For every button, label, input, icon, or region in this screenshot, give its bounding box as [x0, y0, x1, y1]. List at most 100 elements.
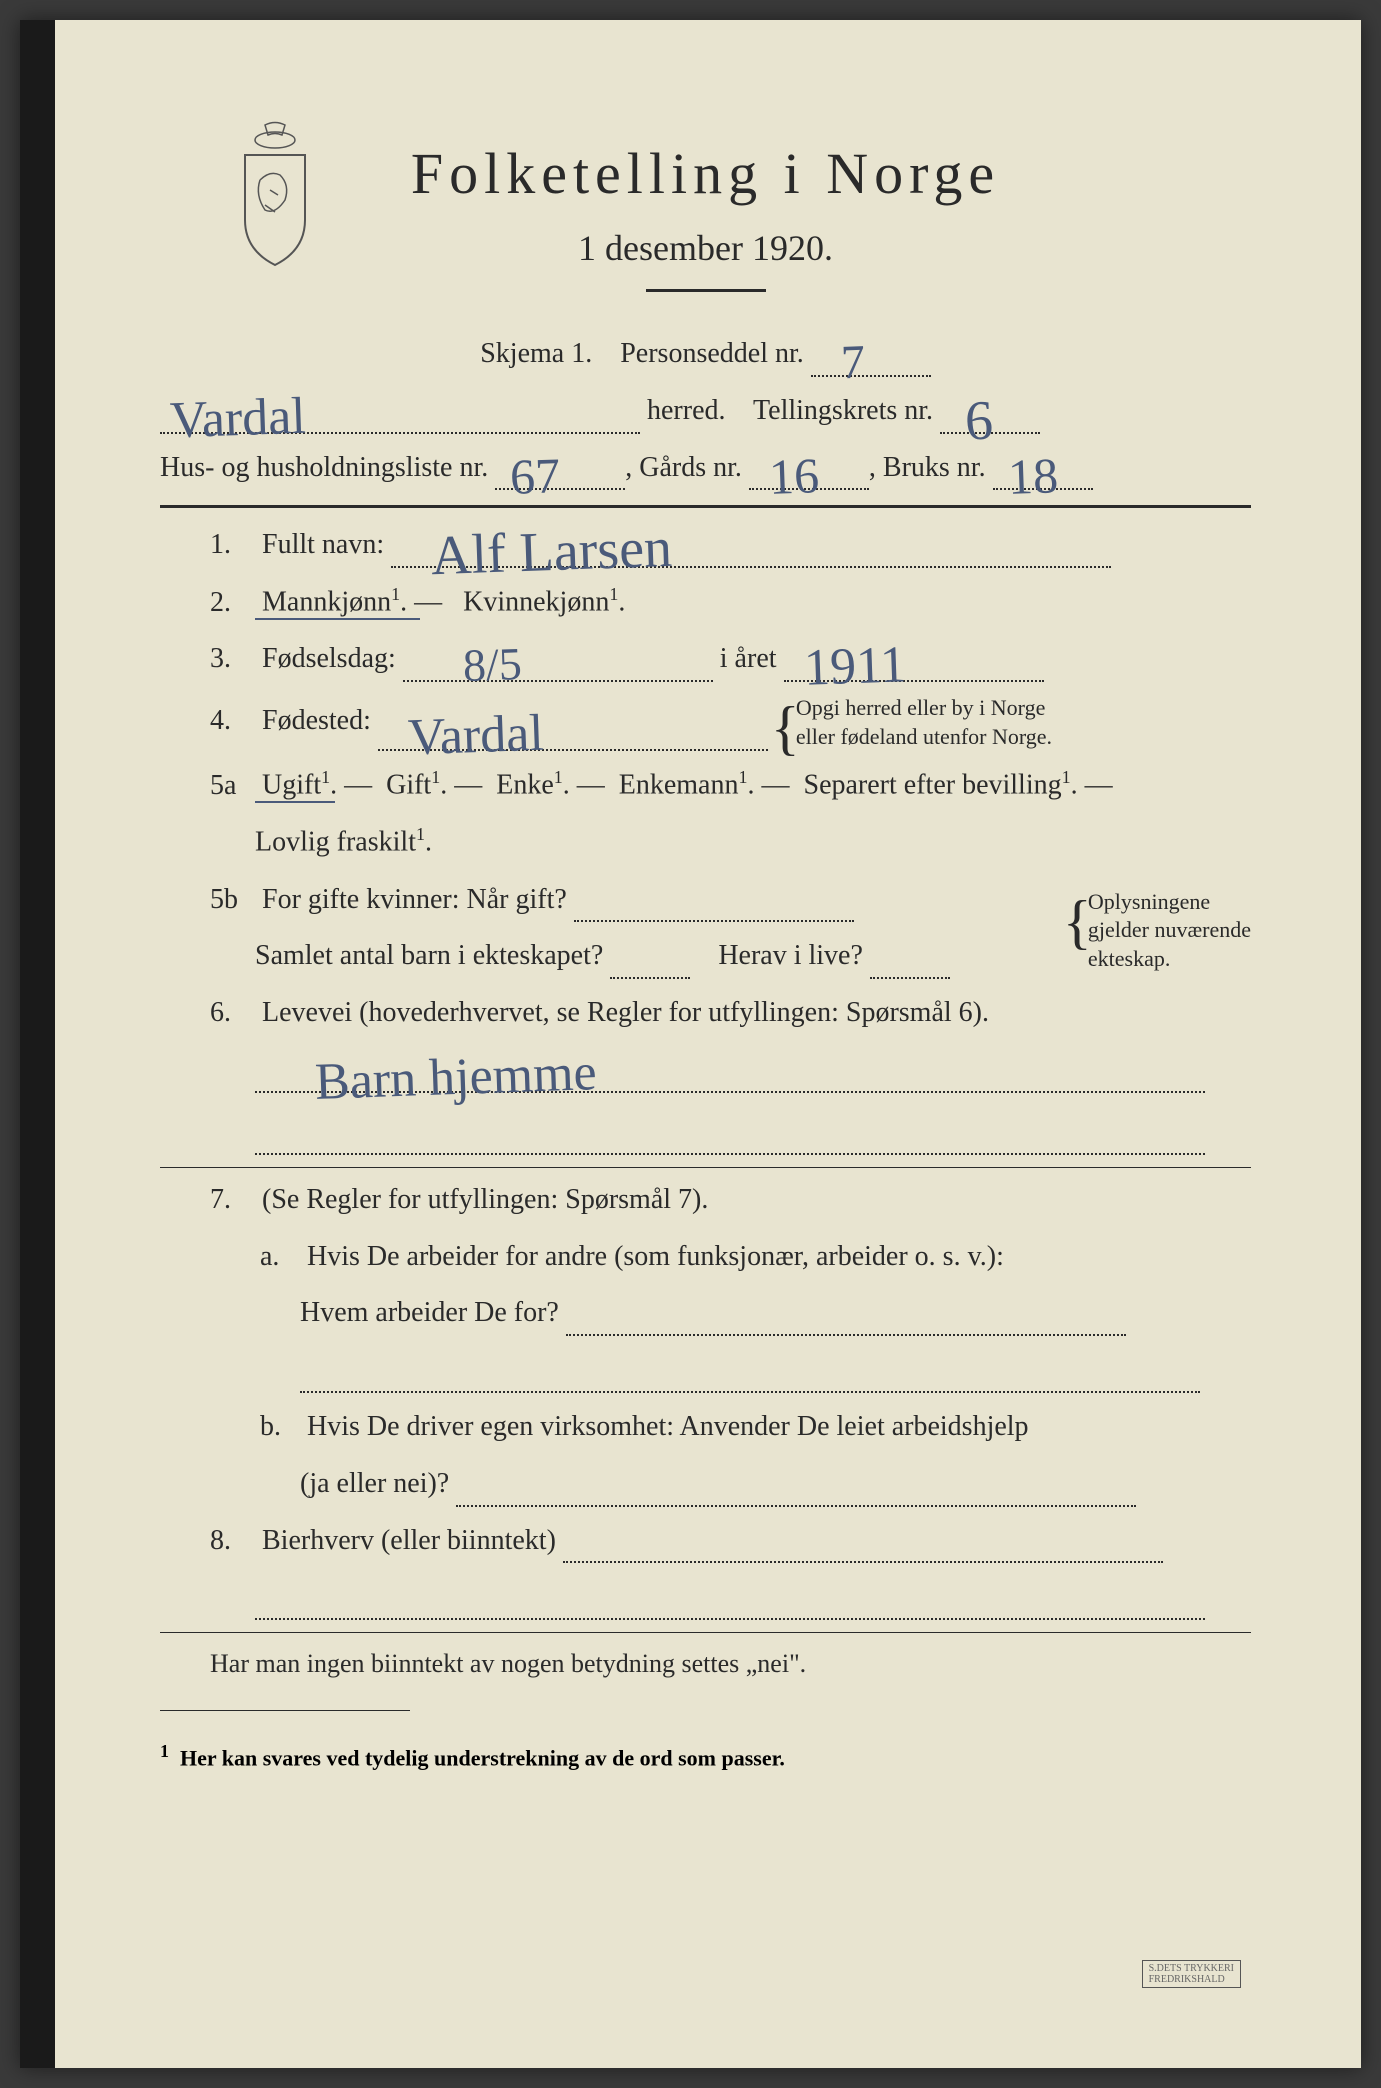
gards-label: Gårds nr. — [639, 452, 742, 483]
hus-line: Hus- og husholdningsliste nr. 67 , Gårds… — [160, 446, 1251, 491]
q7-line: 7. (Se Regler for utfyllingen: Spørsmål … — [160, 1178, 1251, 1223]
footnote-separator — [160, 1710, 410, 1711]
bruks-value: 18 — [1006, 436, 1059, 518]
q7a-line2: Hvem arbeider De for? — [160, 1291, 1251, 1336]
schema-label: Skjema 1. — [480, 338, 592, 369]
q6-line: 6. Levevei (hovederhvervet, se Regler fo… — [160, 991, 1251, 1036]
q7-label: (Se Regler for utfyllingen: Spørsmål 7). — [262, 1184, 708, 1215]
q5a-opt1: Ugift — [262, 770, 321, 801]
q7a-field — [566, 1304, 1126, 1336]
q2-female: Kvinnekjønn — [463, 587, 609, 618]
q8-field2 — [255, 1588, 1205, 1620]
q5a-opt2: Gift — [386, 770, 431, 801]
q5a-line1: 5a Ugift1. — Gift1. — Enke1. — Enkemann1… — [160, 763, 1251, 808]
q3-year-field: 1911 — [784, 650, 1044, 682]
q5b-line2: Samlet antal barn i ekteskapet? Herav i … — [160, 934, 1251, 979]
q5b-line1: 5b For gifte kvinner: Når gift? Oplysnin… — [160, 878, 1251, 923]
q5a-opt3: Enke — [496, 770, 554, 801]
q7a-line1: a. Hvis De arbeider for andre (som funks… — [160, 1235, 1251, 1280]
bruks-label: Bruks nr. — [883, 452, 986, 483]
gards-value: 16 — [768, 436, 821, 518]
personseddel-field: 7 — [811, 345, 931, 377]
q6-label: Levevei (hovederhvervet, se Regler for u… — [262, 997, 989, 1028]
q3-year-label: i året — [720, 643, 777, 674]
census-form-page: Folketelling i Norge 1 desember 1920. Sk… — [20, 20, 1361, 2068]
footer-note: Har man ingen biinntekt av nogen betydni… — [160, 1643, 1251, 1685]
q1-label: Fullt navn: — [262, 529, 384, 560]
q3-line: 3. Fødselsdag: 8/5 i året 1911 — [160, 637, 1251, 682]
q7a-num: a. — [260, 1235, 300, 1280]
q5a-selection-underline — [255, 801, 335, 803]
q7b-line1: b. Hvis De driver egen virksomhet: Anven… — [160, 1405, 1251, 1450]
q5a-opt5: Separert efter bevilling — [804, 770, 1062, 801]
q7b-text2: (ja eller nei)? — [300, 1468, 449, 1499]
section-divider — [160, 505, 1251, 508]
q2-line: 2. Mannkjønn1. — Kvinnekjønn1. — [160, 580, 1251, 625]
q2-num: 2. — [210, 581, 255, 626]
q8-label: Bierhverv (eller biinntekt) — [262, 1525, 556, 1556]
q5b-label3: Herav i live? — [718, 940, 863, 971]
schema-line: Skjema 1. Personseddel nr. 7 — [160, 332, 1251, 377]
q3-day-field: 8/5 — [403, 650, 713, 682]
q3-day-value: 8/5 — [462, 627, 523, 703]
q5b-num: 5b — [210, 878, 255, 923]
printer-stamp: S.DETS TRYKKERIFREDRIKSHALD — [1142, 1960, 1241, 1988]
q7a-text2: Hvem arbeider De for? — [300, 1297, 559, 1328]
q7b-num: b. — [260, 1405, 300, 1450]
q7a-field2 — [300, 1361, 1200, 1393]
footer-divider — [160, 1632, 1251, 1633]
q5b-label1: For gifte kvinner: Når gift? — [262, 884, 567, 915]
q7-divider — [160, 1167, 1251, 1168]
q4-num: 4. — [210, 699, 255, 744]
q5a-opt4: Enkemann — [619, 770, 739, 801]
q6-field2 — [255, 1123, 1205, 1155]
herred-line: Vardal herred. Tellingskrets nr. 6 — [160, 389, 1251, 434]
q1-field: Alf Larsen — [391, 536, 1111, 568]
header-divider — [646, 289, 766, 292]
q6-field: Barn hjemme — [255, 1061, 1205, 1093]
q6-blank-line — [160, 1110, 1251, 1155]
tellingskrets-label: Tellingskrets nr. — [753, 395, 933, 426]
herred-label: herred. — [647, 395, 726, 426]
q6-value-line: Barn hjemme — [160, 1048, 1251, 1098]
bruks-field: 18 — [993, 458, 1093, 490]
q7b-line2: (ja eller nei)? — [160, 1462, 1251, 1507]
q4-line: 4. Fødested: Vardal Opgi herred eller by… — [160, 694, 1251, 751]
q2-male: Mannkjønn — [262, 587, 391, 618]
q2-selection-underline — [255, 618, 420, 620]
q7a-text1: Hvis De arbeider for andre (som funksjon… — [307, 1241, 1004, 1272]
q4-label: Fødested: — [262, 705, 371, 736]
footnote-line: 1 Her kan svares ved tydelig understrekn… — [160, 1741, 1251, 1771]
q7b-field — [456, 1475, 1136, 1507]
q5b-field1 — [574, 890, 854, 922]
q8-line: 8. Bierhverv (eller biinntekt) — [160, 1519, 1251, 1564]
herred-field: Vardal — [160, 402, 640, 434]
q5a-line2: Lovlig fraskilt1. — [160, 820, 1251, 865]
hus-label: Hus- og husholdningsliste nr. — [160, 452, 488, 483]
q8-num: 8. — [210, 1519, 255, 1564]
q7-num: 7. — [210, 1178, 255, 1223]
q8-blank — [160, 1575, 1251, 1620]
q5b-label2: Samlet antal barn i ekteskapet? — [255, 940, 603, 971]
tellingskrets-field: 6 — [940, 402, 1040, 434]
q3-num: 3. — [210, 637, 255, 682]
q4-field: Vardal — [378, 719, 768, 751]
hus-field: 67 — [495, 458, 625, 490]
personseddel-label: Personseddel nr. — [620, 338, 804, 369]
q6-num: 6. — [210, 991, 255, 1036]
gards-field: 16 — [749, 458, 869, 490]
coat-of-arms-icon — [220, 120, 330, 270]
q5b-field3 — [870, 947, 950, 979]
q8-field — [563, 1531, 1163, 1563]
hus-value: 67 — [509, 436, 562, 518]
q5a-num: 5a — [210, 764, 255, 809]
q7a-blank — [160, 1348, 1251, 1393]
footnote-text: Her kan svares ved tydelig understreknin… — [180, 1745, 785, 1770]
footnote-num: 1 — [160, 1741, 169, 1761]
q1-num: 1. — [210, 523, 255, 568]
q4-note: Opgi herred eller by i Norge eller fødel… — [796, 694, 1052, 751]
q7b-text1: Hvis De driver egen virksomhet: Anvender… — [307, 1411, 1029, 1442]
form-header: Folketelling i Norge 1 desember 1920. — [160, 140, 1251, 292]
q5a-opt6: Lovlig fraskilt — [255, 827, 416, 858]
q5b-field2 — [610, 947, 690, 979]
